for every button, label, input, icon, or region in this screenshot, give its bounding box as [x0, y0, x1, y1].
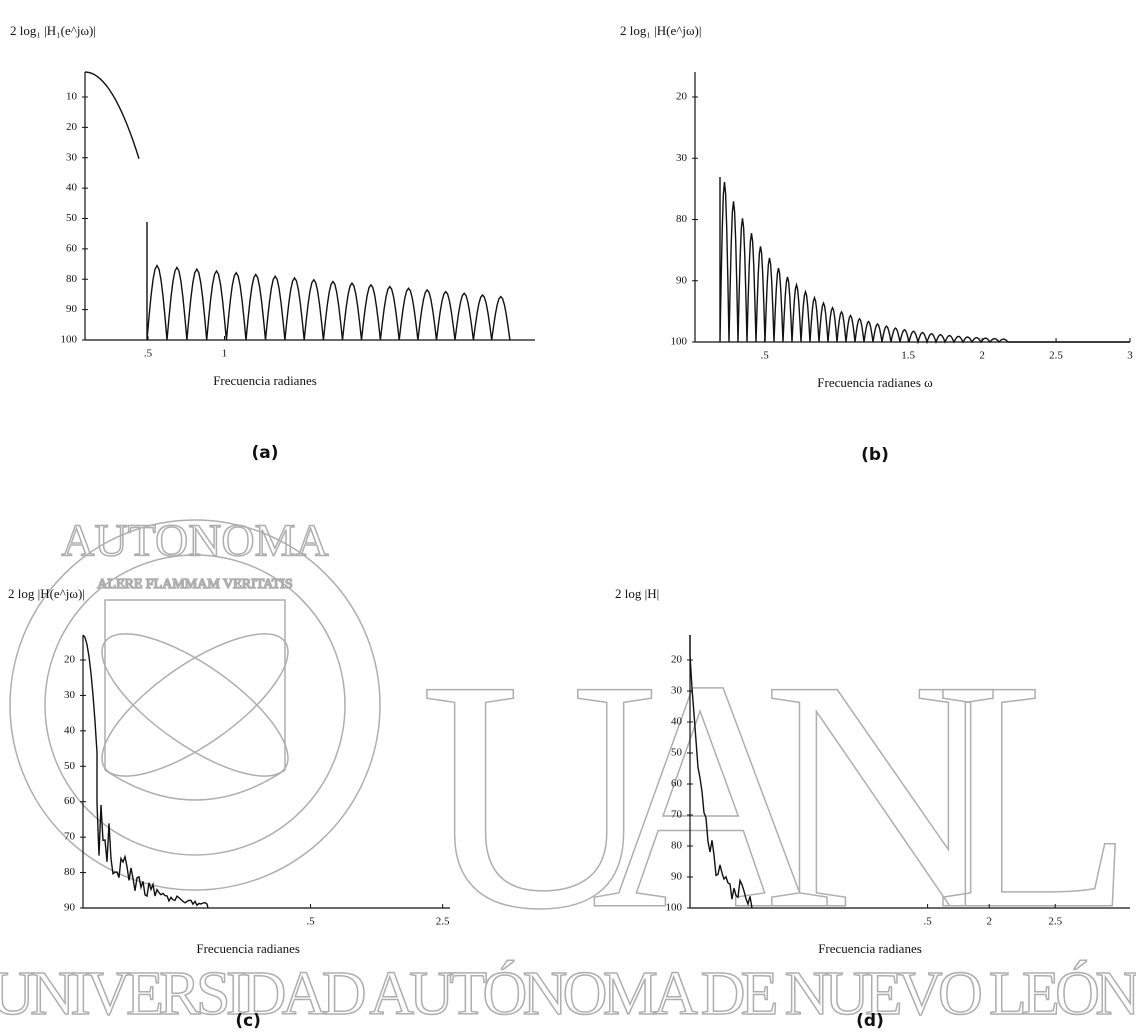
- watermark: AUTONOMA ALERE FLAMMAM VERITATIS UANL UN…: [0, 514, 1136, 1029]
- y-tick-label: 70: [64, 831, 76, 843]
- y-tick-label: 40: [66, 182, 78, 194]
- y-tick-label: 10: [66, 91, 78, 103]
- x-tick-label: 2.5: [436, 916, 450, 928]
- y-tick-label: 30: [676, 152, 688, 164]
- y-tick-label: 90: [66, 303, 78, 315]
- seal-ring: [44, 554, 346, 856]
- x-tick-label: 3: [1127, 350, 1133, 362]
- y-axis-label: 2 log |H(e^jω)|: [8, 586, 85, 601]
- y-tick-label: 40: [671, 716, 683, 728]
- y-tick-label: 30: [64, 689, 76, 701]
- x-tick-label: 1.5: [901, 350, 915, 362]
- y-tick-label: 70: [671, 809, 683, 821]
- y-tick-label: 50: [66, 212, 78, 224]
- x-tick-label: .5: [306, 916, 315, 928]
- y-tick-label: 80: [676, 213, 688, 225]
- y-tick-label: 90: [671, 871, 683, 883]
- seal-shield: [104, 599, 286, 801]
- y-tick-label: 60: [64, 795, 76, 807]
- y-tick-label: 50: [671, 747, 683, 759]
- seal-orbit: [101, 633, 289, 777]
- figure-panel: 2 log |H(e^jω)| 20 30 40 50 60 70 80 90 .5 2.5 Frec…: [8, 586, 450, 1031]
- response-curve: [689, 635, 753, 909]
- y-tick-label: 30: [66, 151, 78, 163]
- y-axis-label: 2 log₁ |H₁(e^jω)|: [10, 23, 96, 38]
- y-tick-label: 90: [676, 274, 688, 286]
- y-tick-label: 20: [676, 91, 688, 103]
- figure-panel: 2 log₁ |H₁(e^jω)| 10 20 30 40 50 60 80 90 100 .5 1 F…: [10, 23, 535, 463]
- x-axis-label: Frecuencia radianes ω: [817, 375, 933, 390]
- y-tick-label: 20: [66, 121, 78, 133]
- x-tick-label: 2: [986, 916, 992, 928]
- y-tick-label: 100: [61, 334, 78, 346]
- seal-motto: ALERE FLAMMAM VERITATIS: [97, 577, 292, 592]
- y-tick-label: 20: [671, 654, 683, 666]
- y-tick-label: 60: [671, 778, 683, 790]
- x-tick-label: .5: [144, 348, 153, 360]
- y-tick-label: 90: [64, 902, 76, 914]
- caption: (c): [235, 1011, 261, 1031]
- y-tick-label: 80: [671, 840, 683, 852]
- x-axis-label: Frecuencia radianes: [818, 941, 922, 956]
- y-axis-label: 2 log₁ |H(e^jω)|: [620, 23, 701, 38]
- response-curve: [84, 71, 511, 341]
- x-tick-label: 1: [222, 348, 228, 360]
- x-tick-label: 2.5: [1048, 916, 1062, 928]
- x-tick-label: 2.5: [1049, 350, 1063, 362]
- y-tick-label: 30: [671, 685, 683, 697]
- caption: (b): [861, 445, 889, 465]
- response-curve: [719, 177, 1130, 345]
- caption: (a): [251, 443, 278, 463]
- figure-panel: 2 log |H| 20 30 40 50 60 70 80 90 100 .5 2 2.5 Frecue…: [615, 586, 1130, 1031]
- x-axis-label: Frecuencia radianes: [213, 373, 317, 388]
- seal-orbit: [101, 633, 289, 777]
- y-tick-label: 80: [64, 866, 76, 878]
- x-axis-label: Frecuencia radianes: [196, 941, 300, 956]
- watermark-letters: UANL: [420, 613, 1135, 978]
- x-tick-label: 2: [979, 350, 985, 362]
- x-tick-label: .5: [760, 350, 769, 362]
- caption: (d): [856, 1011, 884, 1031]
- x-tick-label: .5: [923, 916, 932, 928]
- y-tick-label: 50: [64, 760, 76, 772]
- y-axis-label: 2 log |H|: [615, 586, 659, 601]
- watermark-university: UNIVERSIDAD AUTÓNOMA DE NUEVO LEÓN: [0, 960, 1136, 1028]
- y-tick-label: 100: [666, 902, 683, 914]
- y-tick-label: 20: [64, 654, 76, 666]
- y-tick-label: 80: [66, 273, 78, 285]
- figure-panel: 2 log₁ |H(e^jω)| 20 30 80 90 100 .5 1.5 2 2.5 3 Fre…: [620, 23, 1133, 465]
- y-tick-label: 100: [671, 336, 688, 348]
- response-curve: [82, 634, 209, 909]
- seal-top: AUTONOMA: [61, 515, 329, 566]
- seal-ring: [9, 519, 381, 891]
- y-tick-label: 40: [64, 724, 76, 736]
- y-tick-label: 60: [66, 242, 78, 254]
